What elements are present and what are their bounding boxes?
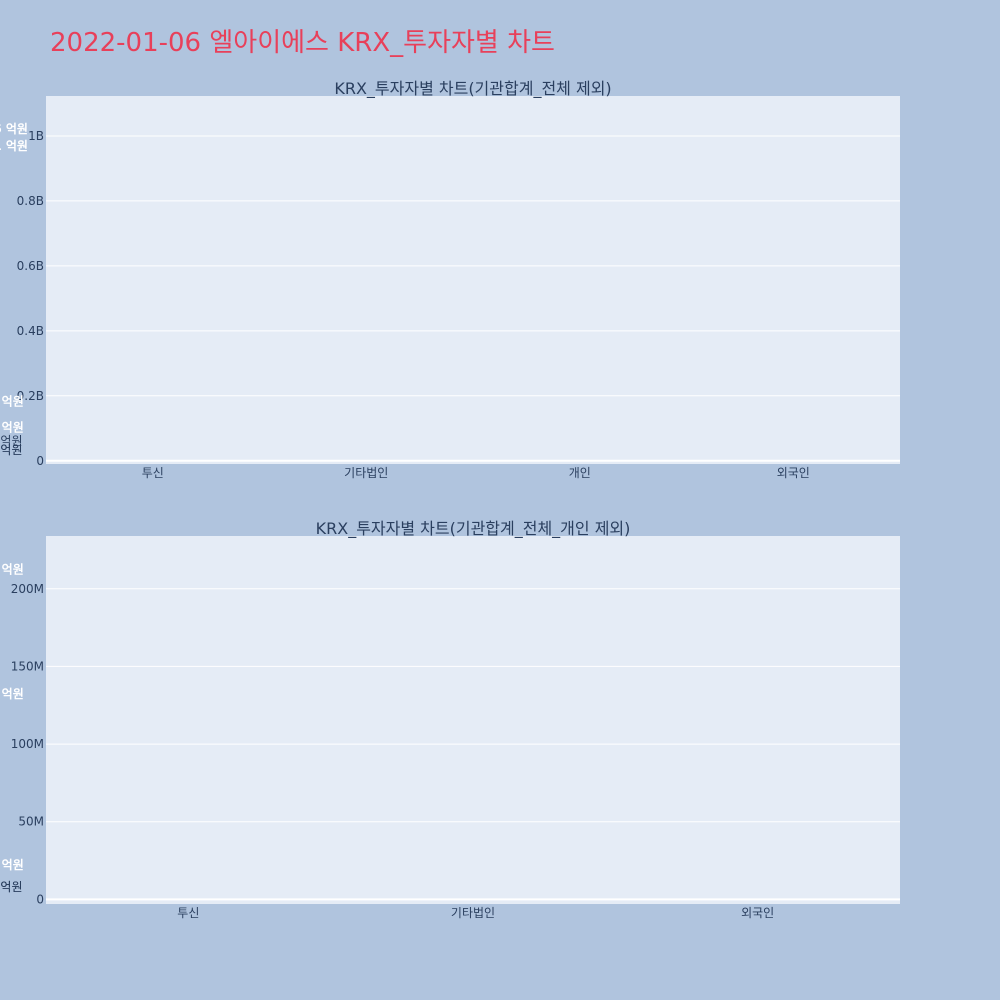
y-tick-label: 150M (11, 659, 44, 673)
data-label: 0.3 억원 (0, 434, 22, 448)
x-tick-label: 투신 (142, 466, 164, 480)
y-tick-label: 100M (11, 737, 44, 751)
chart-1: 0 0.2B 0.4B 0.6B 0.8B 1B KRX_투자자별 차트(기관합계_전체 제… (0, 79, 900, 480)
x-tick-label: 외국인 (777, 466, 810, 480)
y-tick-label: 0.4B (17, 324, 44, 338)
plot-area (46, 536, 900, 904)
data-label: 0.0 억원 (0, 443, 22, 457)
plot-area (46, 96, 900, 464)
y-tick-label: 200M (11, 582, 44, 596)
data-label: 1.4 억원 (0, 687, 24, 701)
chart-title: KRX_투자자별 차트(기관합계_전체_개인 제외) (316, 519, 631, 539)
data-label: 10.6 억원 (0, 122, 28, 136)
data-label: 10.1 억원 (0, 139, 28, 153)
data-label: 2.2 억원 (0, 394, 24, 408)
data-label: 1.4 억원 (0, 420, 24, 434)
data-label: 0.0 억원 (0, 880, 22, 894)
y-tick-label: 0.2B (17, 389, 44, 403)
data-label: 0.0 억원 (0, 443, 22, 457)
y-tick-label: 0.8B (17, 194, 44, 208)
page-title: 2022-01-06 엘아이에스 KRX_투자자별 차트 (50, 28, 555, 58)
x-tick-label: 투신 (177, 906, 199, 920)
y-tick-label: 0 (36, 892, 44, 906)
y-tick-label: 50M (18, 815, 44, 829)
y-tick-label: 1B (28, 129, 44, 143)
data-label: 2.2 억원 (0, 563, 24, 577)
y-tick-label: 0 (36, 454, 44, 468)
data-label: 0.0 억원 (0, 880, 22, 894)
x-tick-label: 외국인 (741, 906, 774, 920)
x-tick-label: 개인 (569, 466, 591, 480)
x-tick-label: 기타법인 (344, 466, 388, 480)
data-label: 0.3 억원 (0, 858, 24, 872)
chart-2: 0 50M 100M 150M 200M KRX_투자자별 차트(기관합계_전체_개인 제… (0, 519, 900, 920)
y-tick-label: 0.6B (17, 259, 44, 273)
x-tick-label: 기타법인 (451, 906, 495, 920)
chart-title: KRX_투자자별 차트(기관합계_전체 제외) (334, 79, 611, 99)
